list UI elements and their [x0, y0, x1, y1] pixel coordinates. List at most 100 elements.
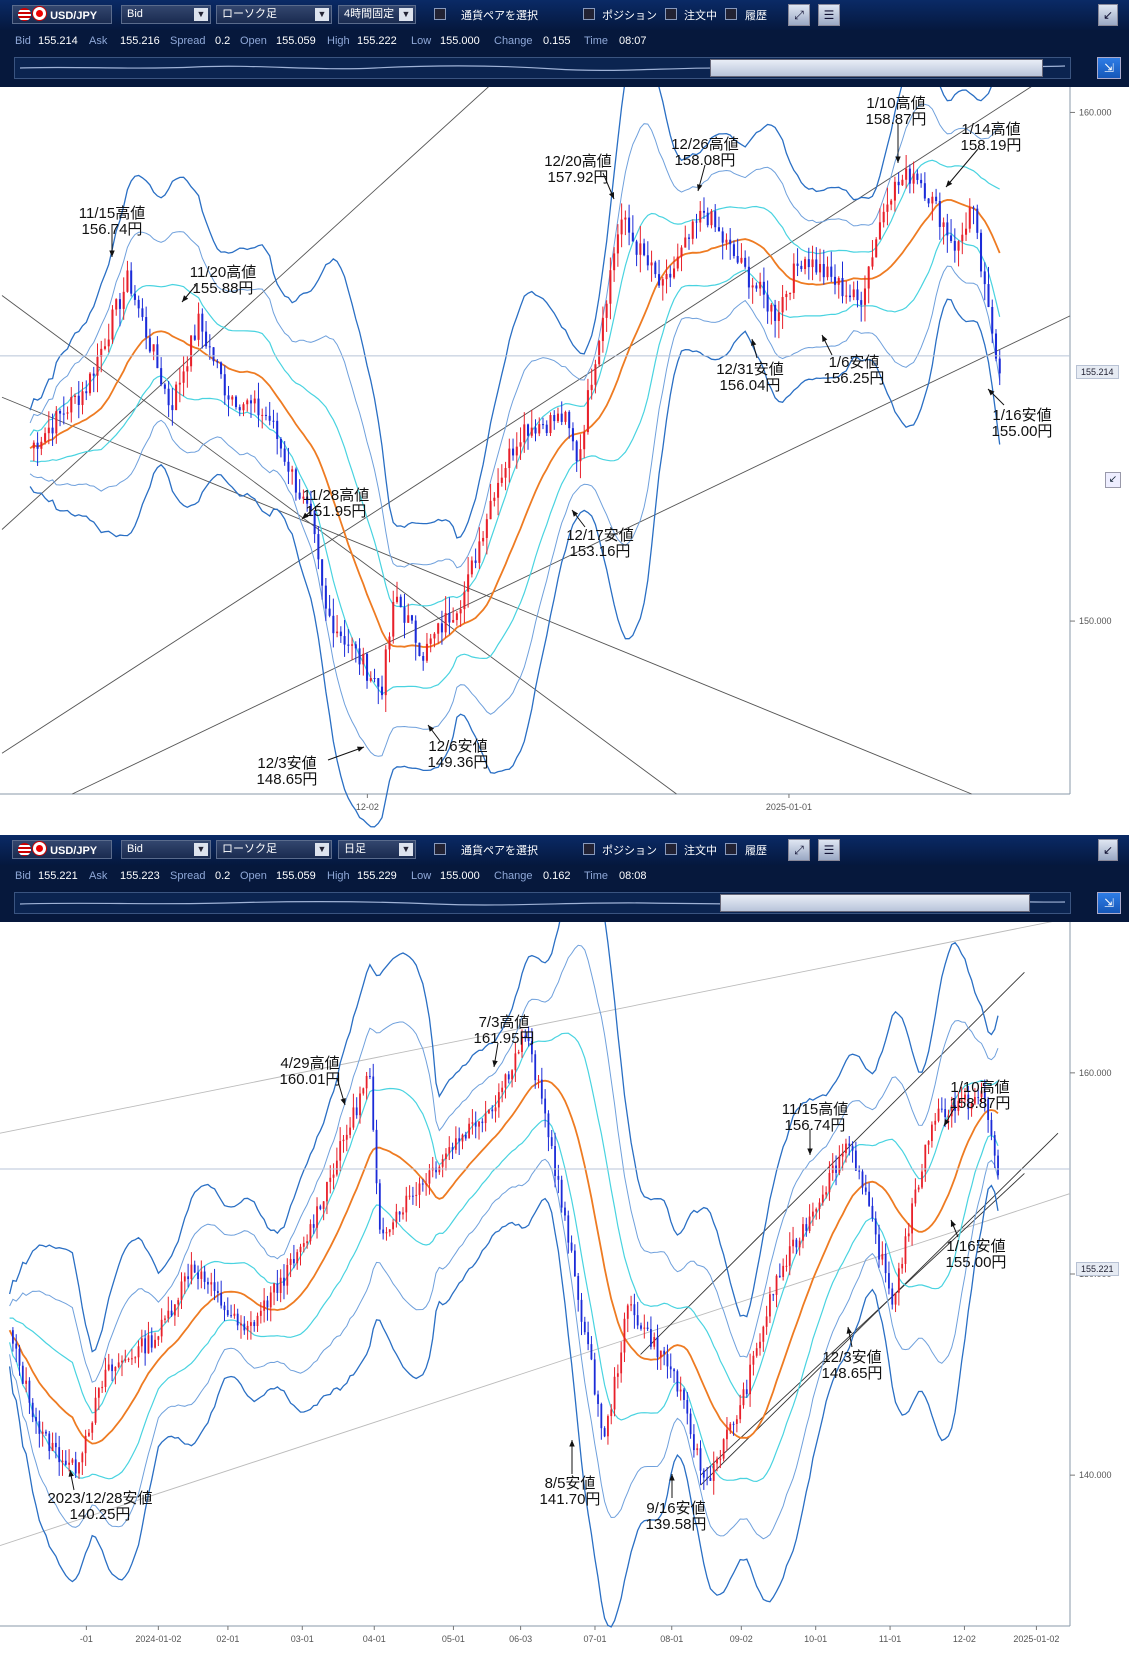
candle-body: [841, 278, 844, 297]
candle-body: [541, 424, 545, 426]
annotation-date: 12/3安値: [822, 1349, 881, 1366]
candle-body: [355, 1107, 358, 1116]
time-tick-label: 02-01: [216, 1634, 239, 1644]
candle-body: [861, 1171, 864, 1188]
collapse-arrow-icon: ↙: [1102, 843, 1114, 857]
chart-tool-button[interactable]: ⤢: [788, 839, 810, 861]
chart-toolbar: USD/JPY Bid ▼ ローソク足 ▼ 日足 ▼ 通貨ペアを選択 ポジション 注文…: [0, 835, 1129, 865]
collapse-button[interactable]: ↙: [1098, 839, 1118, 861]
candle-body: [828, 1173, 831, 1193]
history-checkbox[interactable]: [725, 8, 737, 20]
candle-body: [200, 1271, 203, 1279]
candle-body: [61, 1460, 64, 1463]
timeframe-select[interactable]: 4時間固定 ▼: [338, 5, 416, 24]
candle-body: [183, 1276, 186, 1282]
position-checkbox[interactable]: [583, 843, 595, 855]
candle-body: [646, 255, 649, 266]
annotation-price: 160.01円: [280, 1071, 341, 1088]
price-side-select[interactable]: Bid ▼: [121, 840, 211, 859]
chart-type-select[interactable]: ローソク足 ▼: [216, 5, 332, 24]
candle-body: [689, 1413, 692, 1435]
expand-icon: ⇲: [1103, 61, 1115, 75]
trend-line: [1, 396, 972, 795]
orders-checkbox[interactable]: [665, 843, 677, 855]
annotation-date: 12/20高値: [544, 153, 612, 170]
candle-body: [178, 382, 181, 385]
candle-body: [470, 560, 473, 575]
candle-body: [782, 1265, 785, 1277]
candle-body: [759, 1341, 761, 1349]
price-tick-label: 150.000: [1079, 616, 1112, 626]
collapse-button[interactable]: ↙: [1098, 4, 1118, 26]
history-checkbox[interactable]: [725, 843, 737, 855]
navigator-expand-button[interactable]: ⇲: [1097, 892, 1121, 914]
candle-body: [328, 608, 331, 616]
chart-type-select[interactable]: ローソク足 ▼: [216, 840, 332, 859]
annotation-price: 158.19円: [961, 137, 1022, 154]
candle-body: [145, 317, 148, 338]
candle-body: [35, 1417, 37, 1422]
candle-body: [167, 388, 170, 406]
position-checkbox[interactable]: [583, 8, 595, 20]
candle-body: [912, 173, 915, 184]
candle-body: [272, 420, 275, 422]
candle-body: [154, 1339, 156, 1348]
orders-checkbox[interactable]: [665, 8, 677, 20]
navigator-scrollbar[interactable]: [14, 892, 1071, 914]
candle-body: [385, 1232, 388, 1234]
annotation-date: 11/28高値: [303, 487, 369, 504]
price-side-select[interactable]: Bid ▼: [121, 5, 211, 24]
candle-body: [736, 255, 739, 263]
currency-pair-select[interactable]: USD/JPY: [12, 5, 112, 24]
candle-body: [882, 211, 885, 223]
candle-body: [414, 620, 417, 643]
candle-body: [968, 207, 971, 229]
chart-list-button[interactable]: ☰: [818, 839, 840, 861]
candle-body: [160, 1319, 163, 1337]
candle-body: [131, 1358, 133, 1360]
candle-body: [755, 285, 758, 289]
candle-body: [478, 1121, 480, 1127]
moving-average-line: [8, 1079, 999, 1445]
candle-body: [220, 1293, 223, 1306]
candle-body: [597, 1394, 599, 1405]
candle-body: [800, 265, 803, 270]
candle-body: [250, 1322, 252, 1326]
candle-body: [519, 442, 522, 447]
annotation-date: 11/15高値: [79, 205, 145, 222]
chart-list-button[interactable]: ☰: [818, 4, 840, 26]
chart-area[interactable]: 160.000 150.000 12-02 2025-01-01 11/15高値 156.…: [0, 27, 1129, 835]
candle-body: [607, 1416, 609, 1437]
candle-body: [491, 1109, 494, 1112]
navigator-thumb[interactable]: [720, 894, 1030, 912]
candle-body: [421, 1183, 424, 1185]
navigator-expand-button[interactable]: ⇲: [1097, 57, 1121, 79]
timeframe-select[interactable]: 日足 ▼: [338, 840, 416, 859]
select-pair-checkbox[interactable]: [434, 843, 446, 855]
candle-body: [658, 274, 661, 286]
candle-body: [236, 1313, 239, 1326]
candle-body: [504, 1074, 507, 1088]
candle-body: [137, 1346, 140, 1358]
candle-body: [489, 500, 492, 520]
candle-body: [725, 239, 728, 243]
currency-pair-select[interactable]: USD/JPY: [12, 840, 112, 859]
candle-body: [600, 1404, 603, 1429]
candle-body: [276, 1283, 279, 1293]
navigator-scrollbar[interactable]: [14, 57, 1071, 79]
candle-body: [373, 678, 376, 680]
candle-body: [854, 1150, 857, 1171]
candle-body: [852, 289, 855, 298]
candle-body: [126, 270, 129, 292]
chart-tool-button[interactable]: ⤢: [788, 4, 810, 26]
chart-area[interactable]: 160.000150.000140.000-012024-01-0202-010…: [0, 841, 1129, 1675]
candle-body: [88, 373, 92, 394]
candle-body: [55, 411, 58, 434]
arrowhead-icon: [569, 1440, 575, 1447]
select-pair-checkbox[interactable]: [434, 8, 446, 20]
candle-body: [833, 276, 837, 285]
navigator-thumb[interactable]: [710, 59, 1043, 77]
chart-collapse-button[interactable]: ↙: [1105, 472, 1121, 488]
candle-body: [947, 1116, 950, 1118]
candle-body: [44, 433, 47, 442]
